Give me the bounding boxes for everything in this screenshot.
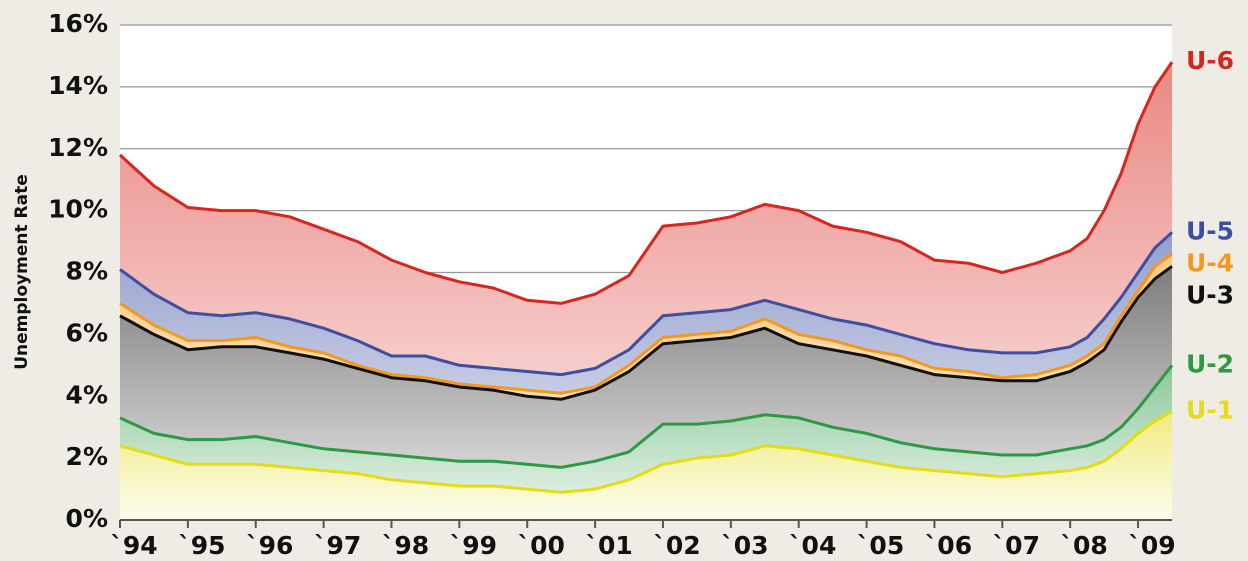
x-tick-label: `09 xyxy=(1128,531,1175,560)
y-tick-label: 6% xyxy=(66,318,108,347)
y-tick-label: 12% xyxy=(48,133,108,162)
y-tick-label: 8% xyxy=(66,257,108,286)
line xyxy=(119,231,1174,377)
line xyxy=(118,61,1174,305)
y-tick-label: 10% xyxy=(48,195,108,224)
y-tick-label: 0% xyxy=(66,504,108,533)
line xyxy=(119,265,1173,401)
area xyxy=(120,411,1172,520)
x-tick-label: `94 xyxy=(110,531,157,560)
legend-label: U-4 xyxy=(1186,248,1234,277)
y-tick-label: 4% xyxy=(66,380,108,409)
x-tick-label: `06 xyxy=(925,531,972,560)
x-tick-label: `08 xyxy=(1061,531,1108,560)
line xyxy=(119,252,1173,395)
y-axis-label: Unemployment Rate xyxy=(12,174,32,370)
line xyxy=(119,410,1173,494)
legend-label: U-1 xyxy=(1186,396,1234,425)
legend-label: U-6 xyxy=(1186,46,1234,75)
legend-label: U-5 xyxy=(1186,216,1234,245)
y-tick-label: 2% xyxy=(66,442,108,471)
x-tick-label: `99 xyxy=(450,531,497,560)
y-tick-label: 14% xyxy=(48,71,108,100)
x-tick-label: `01 xyxy=(585,531,632,560)
x-tick-label: `05 xyxy=(857,531,904,560)
legend-label: U-3 xyxy=(1186,280,1234,309)
legend-label: U-2 xyxy=(1186,349,1234,378)
x-tick-label: `98 xyxy=(382,531,429,560)
x-tick-label: `95 xyxy=(178,531,225,560)
x-tick-label: `97 xyxy=(314,531,361,560)
line xyxy=(119,364,1174,469)
x-tick-label: `04 xyxy=(789,531,836,560)
x-tick-label: `07 xyxy=(993,531,1040,560)
x-tick-label: `96 xyxy=(246,531,293,560)
y-tick-label: 16% xyxy=(48,9,108,38)
x-tick-label: `00 xyxy=(518,531,565,560)
x-tick-label: `02 xyxy=(653,531,700,560)
x-tick-label: `03 xyxy=(721,531,768,560)
